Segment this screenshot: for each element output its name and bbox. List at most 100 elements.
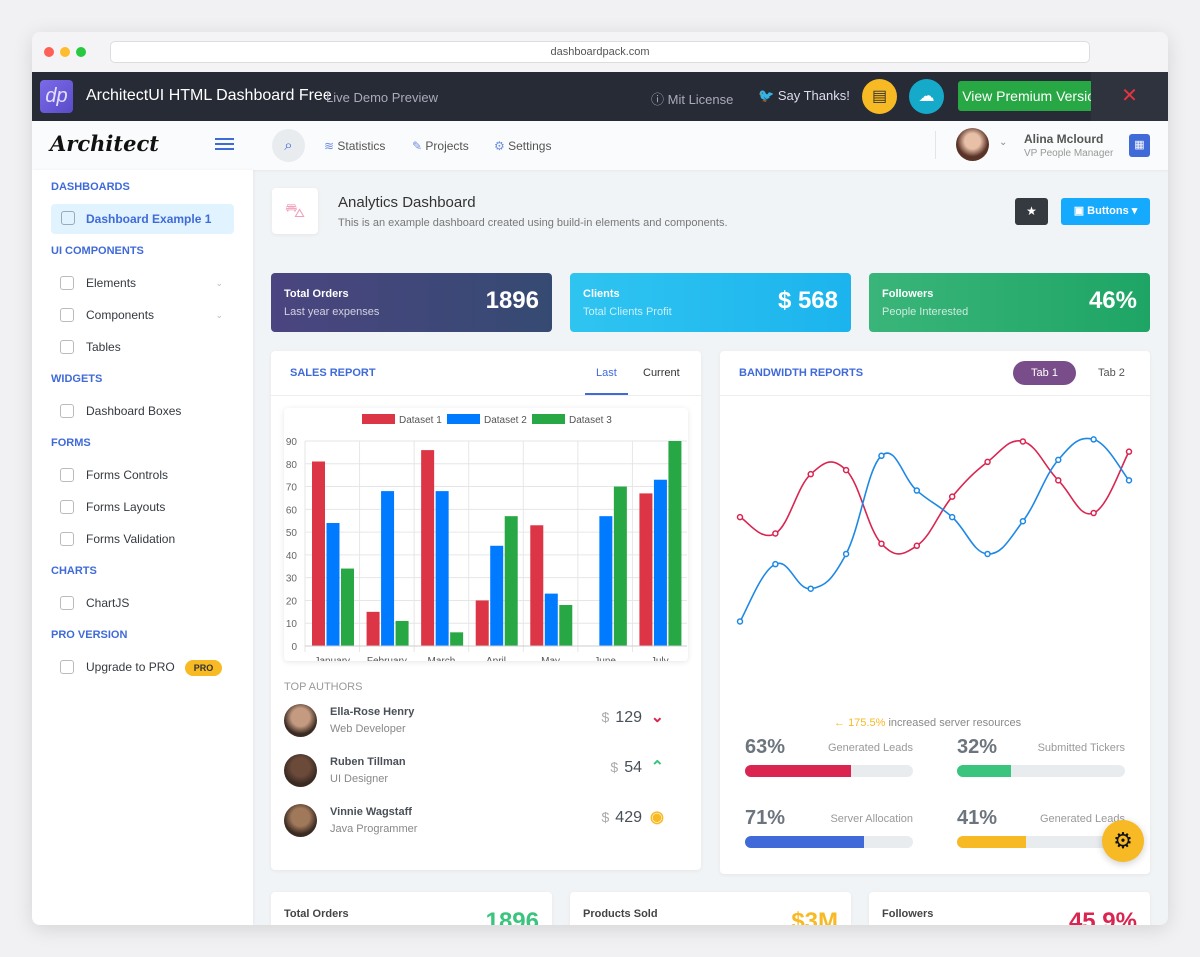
data-point <box>984 550 991 558</box>
sidebar-item-label: Forms Layouts <box>86 500 166 514</box>
amount-value: 54 <box>624 759 642 776</box>
trend-up-icon: ⌃ <box>650 759 664 776</box>
car-icon: ⛍ <box>272 188 318 234</box>
x-tick-label: February <box>367 656 407 661</box>
tab-2[interactable]: Tab 2 <box>1098 367 1125 379</box>
data-point <box>1125 448 1133 455</box>
architect-logo: Architect <box>50 131 159 156</box>
author-amount: $129 <box>602 709 643 727</box>
user-avatar[interactable] <box>956 128 989 161</box>
nav-settings[interactable]: ⚙ Settings <box>494 139 551 153</box>
mit-license-link[interactable]: ⓘ Mit License <box>651 89 733 108</box>
progress-label: Server Allocation <box>830 813 913 825</box>
tab-1[interactable]: Tab 1 <box>1013 361 1076 385</box>
diamond-icon <box>60 276 74 290</box>
sidebar-item[interactable]: Tables <box>32 331 253 363</box>
widget-subtitle: Total Clients Profit <box>583 306 672 318</box>
data-point <box>948 513 956 521</box>
author-role: UI Designer <box>330 773 389 785</box>
close-window-button[interactable] <box>44 47 54 57</box>
sidebar-item[interactable]: Elements ⌄ <box>32 267 253 299</box>
promo-title: ArchitectUI HTML Dashboard Free <box>86 87 332 104</box>
x-tick-label: June <box>594 656 616 661</box>
bottom-widget: Followers 45,9% <box>869 892 1150 925</box>
chevron-down-icon: ⌄ <box>215 310 223 320</box>
widget-subtitle: People Interested <box>882 306 969 318</box>
gear-icon: ⚙ <box>494 139 509 153</box>
favorite-button[interactable]: ★ <box>1015 198 1048 225</box>
settings-fab[interactable]: ⚙ <box>1102 820 1144 862</box>
sidebar-item[interactable]: Components ⌄ <box>32 299 253 331</box>
widget-subtitle: Last year expenses <box>284 306 380 318</box>
nav-statistics[interactable]: ≋ Statistics <box>324 139 385 153</box>
bar <box>341 568 354 646</box>
address-bar[interactable]: dashboardpack.com <box>110 41 1090 63</box>
sidebar: DASHBOARDS Dashboard Example 1 UI COMPONEN… <box>32 170 253 925</box>
progress-fill <box>957 765 1011 777</box>
calendar-button[interactable]: ▦ <box>1129 134 1150 157</box>
data-point <box>878 540 885 547</box>
data-point <box>807 470 814 478</box>
bar <box>312 461 325 646</box>
bar <box>475 600 489 646</box>
sidebar-item[interactable]: Dashboard Boxes <box>32 395 253 427</box>
widget-followers: Followers People Interested 46% <box>869 273 1150 332</box>
progress-item: 71% Server Allocation <box>745 807 913 848</box>
bar <box>395 620 409 646</box>
legend-label: Dataset 3 <box>569 415 612 426</box>
hamburger-menu-button[interactable] <box>215 135 234 153</box>
search-icon: ⌕ <box>284 137 293 154</box>
y-tick-label: 60 <box>286 505 298 516</box>
app-header: Architect ⌕ ≋ Statistics ✎ Projects ⚙ Se… <box>32 121 1168 170</box>
y-tick-label: 40 <box>286 551 298 562</box>
sidebar-item-label: Forms Controls <box>86 468 169 482</box>
browser-window: dashboardpack.com dp ArchitectUI HTML Da… <box>32 32 1168 925</box>
sidebar-item[interactable]: Forms Validation <box>32 523 253 555</box>
data-point <box>1019 517 1027 525</box>
close-promo-button[interactable]: ✕ <box>1091 72 1168 121</box>
tab-current[interactable]: Current <box>643 367 680 379</box>
legend-label: Dataset 2 <box>484 415 527 426</box>
x-tick-label: July <box>651 656 669 661</box>
author-role: Java Programmer <box>330 823 418 835</box>
progress-value: 41% <box>957 807 998 829</box>
calendar-icon: ▦ <box>1134 139 1145 151</box>
data-point <box>948 493 956 500</box>
author-avatar <box>284 804 317 837</box>
widget-total-orders: Total Orders Last year expenses 1896 <box>271 273 552 332</box>
newspaper-icon[interactable]: ▤ <box>862 79 897 114</box>
server-trend: ← 175.5% increased server resources <box>834 717 1021 729</box>
sidebar-item[interactable]: Upgrade to PRO PRO <box>32 651 253 683</box>
bar <box>490 545 504 646</box>
sidebar-item-label: Dashboard Example 1 <box>86 212 212 226</box>
bottom-widget-value: 1896 <box>485 908 539 925</box>
minimize-window-button[interactable] <box>60 47 70 57</box>
divider <box>720 395 1150 396</box>
cloud-icon[interactable]: ☁ <box>909 79 944 114</box>
gear-icon: ⚙ <box>1113 828 1133 853</box>
sidebar-item[interactable]: Forms Layouts <box>32 491 253 523</box>
bar <box>613 486 627 646</box>
search-button[interactable]: ⌕ <box>272 129 305 162</box>
legend-label: Dataset 1 <box>399 415 442 426</box>
data-point <box>1055 477 1062 484</box>
widget-title: Followers <box>882 288 934 300</box>
active-tab-indicator <box>585 393 628 395</box>
chevron-down-icon[interactable]: ⌄ <box>999 137 1008 148</box>
bar <box>366 611 380 646</box>
car-icon <box>60 308 74 322</box>
nav-projects[interactable]: ✎ Projects <box>412 139 469 153</box>
author-row: Vinnie Wagstaff Java Programmer $429 ◉ <box>284 801 688 841</box>
say-thanks-link[interactable]: 🐦 Say Thanks! <box>758 88 850 104</box>
bar <box>504 516 518 646</box>
sidebar-item[interactable]: Dashboard Example 1 <box>51 204 234 234</box>
maximize-window-button[interactable] <box>76 47 86 57</box>
author-amount: $54 <box>610 759 642 777</box>
buttons-dropdown[interactable]: ▣ Buttons ▾ <box>1061 198 1150 225</box>
sidebar-item[interactable]: ChartJS <box>32 587 253 619</box>
view-premium-button[interactable]: View Premium Version <box>958 81 1107 111</box>
sidebar-item[interactable]: Forms Controls <box>32 459 253 491</box>
tab-last[interactable]: Last <box>596 367 617 379</box>
sidebar-section-header: WIDGETS <box>51 373 103 385</box>
data-point <box>1090 509 1097 517</box>
